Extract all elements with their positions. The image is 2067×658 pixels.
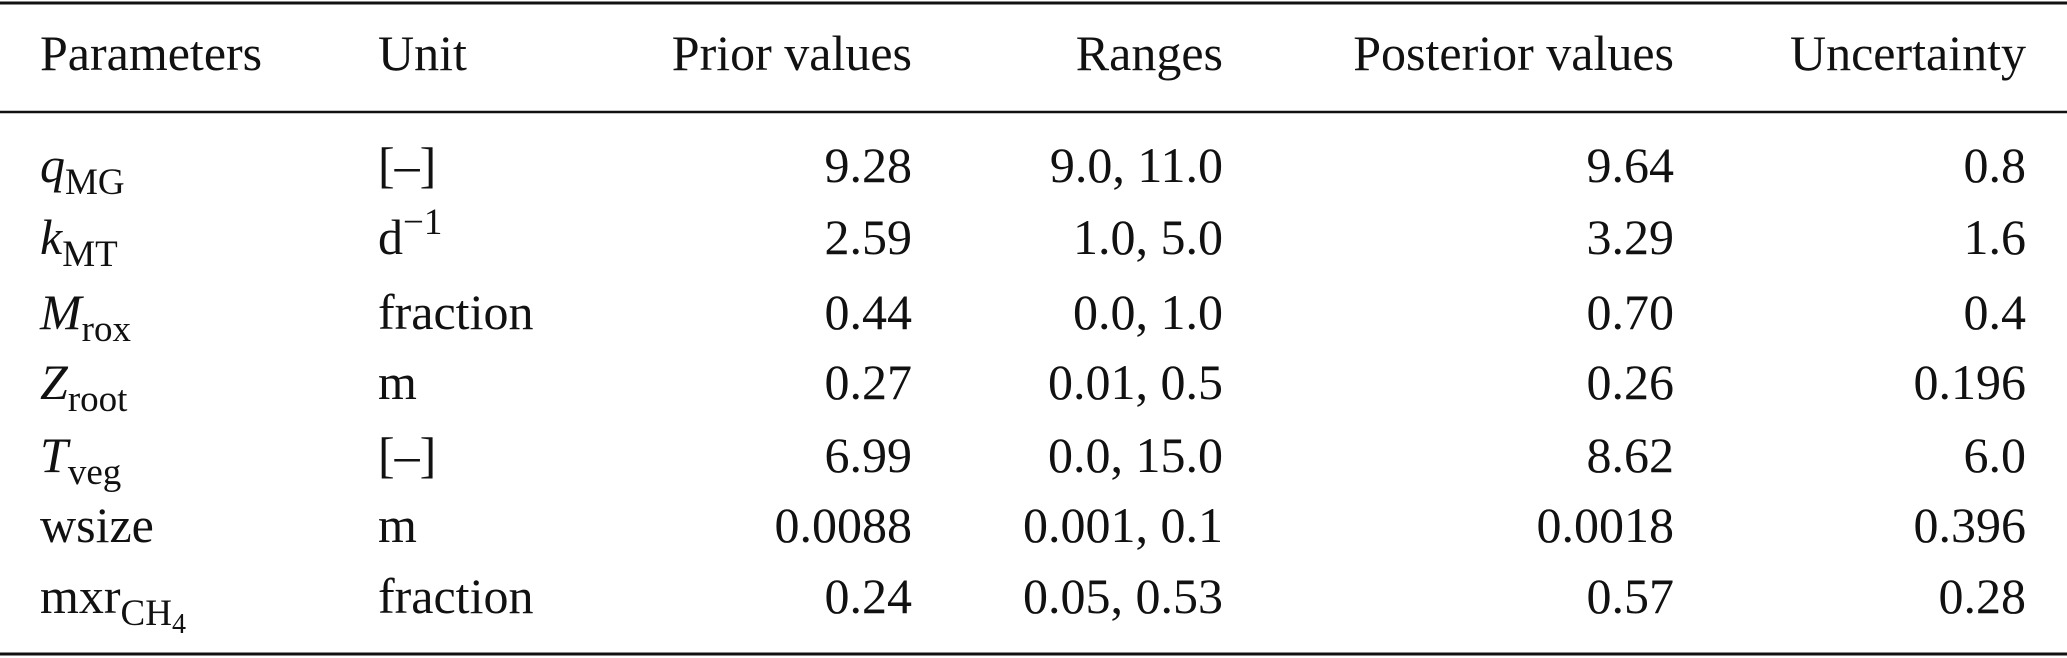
cell-value: 9.64 (1587, 137, 1675, 193)
base: d (378, 209, 403, 265)
unit: m (378, 497, 417, 553)
cell-value: 6.0 (1964, 427, 2027, 483)
cell-value: 0.0, 15.0 (1048, 427, 1223, 483)
cell-value: 0.57 (1587, 568, 1675, 624)
parameter-name: mxrCH4 (40, 568, 186, 640)
subscript: MT (62, 234, 118, 275)
cell-value: 0.0088 (775, 497, 913, 553)
unit: [–] (378, 137, 436, 193)
column-header: Parameters (40, 25, 262, 81)
cell-value: 0.8 (1964, 137, 2027, 193)
cell-value: 3.29 (1587, 209, 1675, 265)
superscript: −1 (403, 202, 442, 243)
subscript: 4 (172, 609, 186, 640)
column-header: Prior values (672, 25, 912, 81)
parameter-name: Zroot (40, 354, 128, 420)
cell-value: 0.0, 1.0 (1073, 284, 1223, 340)
parameter-name: Tveg (40, 427, 121, 493)
column-header: Posterior values (1353, 25, 1674, 81)
column-header: Unit (378, 25, 467, 81)
unit: [–] (378, 427, 436, 483)
cell-value: 0.01, 0.5 (1048, 354, 1223, 410)
cell-value: 9.28 (825, 137, 913, 193)
cell-value: 9.0, 11.0 (1050, 137, 1223, 193)
cell-value: 2.59 (825, 209, 913, 265)
symbol: q (40, 137, 65, 193)
cell-value: 0.28 (1939, 568, 2027, 624)
parameter-name: Mrox (39, 284, 131, 350)
parameter-name: wsize (40, 497, 154, 553)
cell-value: 0.4 (1964, 284, 2027, 340)
cell-value: 0.196 (1914, 354, 2027, 410)
subscript: veg (68, 452, 121, 493)
subscript: CH (121, 593, 172, 634)
parameter-name: kMT (40, 209, 118, 275)
symbol: M (39, 284, 84, 340)
cell-value: 0.27 (825, 354, 913, 410)
base: mxr (40, 568, 121, 624)
unit: d−1 (378, 202, 442, 265)
cell-value: 0.26 (1587, 354, 1675, 410)
unit: fraction (378, 568, 533, 624)
subscript: root (68, 379, 128, 420)
cell-value: 8.62 (1587, 427, 1675, 483)
cell-value: 1.6 (1964, 209, 2027, 265)
cell-value: 0.001, 0.1 (1023, 497, 1223, 553)
cell-value: 0.70 (1587, 284, 1675, 340)
cell-value: 6.99 (825, 427, 913, 483)
symbol: T (40, 427, 71, 483)
column-header: Ranges (1076, 25, 1223, 81)
cell-value: 0.05, 0.53 (1023, 568, 1223, 624)
symbol: k (40, 209, 63, 265)
symbol: Z (40, 354, 69, 410)
cell-value: 0.396 (1914, 497, 2027, 553)
cell-value: 0.0018 (1537, 497, 1675, 553)
cell-value: 0.44 (825, 284, 913, 340)
cell-value: 0.24 (825, 568, 913, 624)
column-header: Uncertainty (1790, 25, 2026, 81)
unit: fraction (378, 284, 533, 340)
parameter-name: qMG (40, 137, 125, 203)
unit: m (378, 354, 417, 410)
cell-value: 1.0, 5.0 (1073, 209, 1223, 265)
subscript: MG (65, 162, 125, 203)
subscript: rox (82, 309, 132, 350)
